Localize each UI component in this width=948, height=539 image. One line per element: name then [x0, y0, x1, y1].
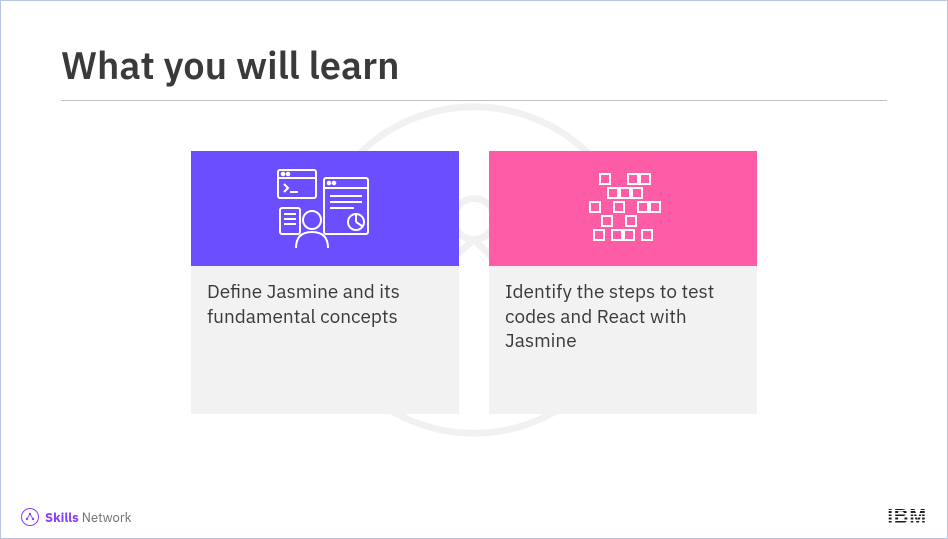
card-text: Define Jasmine and its fundamental conce… [191, 266, 459, 389]
card-define-jasmine: Define Jasmine and its fundamental conce… [191, 151, 459, 414]
skills-network-icon [21, 508, 39, 526]
ibm-logo: IBM [887, 508, 927, 526]
card-test-react: Identify the steps to test codes and Rea… [489, 151, 757, 414]
dev-windows-icon [260, 164, 390, 254]
card-icon-panel [191, 151, 459, 266]
card-icon-panel [489, 151, 757, 266]
skills-network-label: Skills Network [45, 509, 131, 526]
squares-grid-icon [558, 164, 688, 254]
footer: Skills Network IBM [21, 508, 927, 526]
learning-cards: Define Jasmine and its fundamental conce… [1, 151, 947, 414]
page-title: What you will learn [61, 41, 887, 101]
card-text: Identify the steps to test codes and Rea… [489, 266, 757, 414]
skills-network-badge: Skills Network [21, 508, 131, 526]
